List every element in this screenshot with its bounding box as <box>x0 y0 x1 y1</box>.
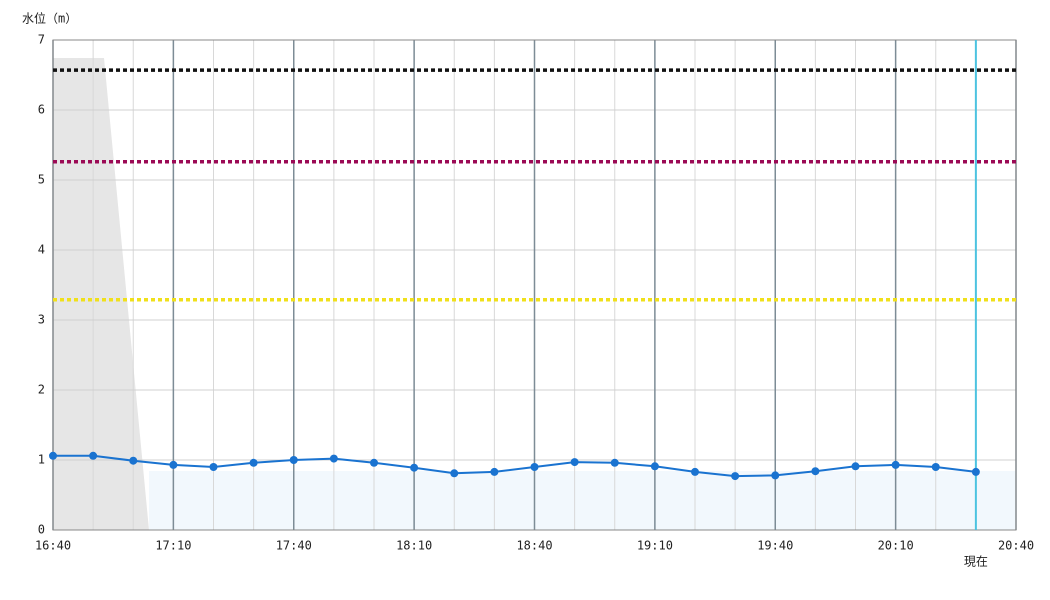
data-point <box>570 458 579 467</box>
y-tick-label: 2 <box>38 383 45 397</box>
data-point <box>650 462 659 471</box>
x-tick-label: 17:10 <box>155 539 191 553</box>
x-tick-label: 20:40 <box>998 539 1034 553</box>
data-point <box>209 463 218 471</box>
data-point <box>771 471 780 480</box>
now-label: 現在 <box>964 555 988 569</box>
data-point <box>530 463 539 471</box>
data-point <box>410 463 419 472</box>
data-point <box>169 460 178 469</box>
x-tick-label: 18:10 <box>396 539 432 553</box>
y-tick-label: 1 <box>38 453 45 467</box>
plot-frame <box>52 39 1017 531</box>
data-point <box>931 463 940 471</box>
y-tick-label: 5 <box>38 173 45 187</box>
data-point <box>289 456 298 464</box>
y-tick-label: 3 <box>38 313 45 327</box>
data-point <box>490 467 499 476</box>
data-point <box>89 451 98 460</box>
shade <box>53 58 149 530</box>
data-point <box>129 456 138 465</box>
data-point <box>851 462 860 471</box>
data-point <box>971 467 980 476</box>
x-tick-label: 18:40 <box>516 539 552 553</box>
y-tick-label: 7 <box>38 33 45 47</box>
data-point <box>731 472 740 481</box>
data-point <box>370 458 378 467</box>
series-line <box>53 454 976 478</box>
data-point <box>329 454 338 463</box>
data-point <box>691 467 699 476</box>
data-point <box>891 460 900 469</box>
y-axis-label: 水位（m） <box>22 11 77 26</box>
x-tick-label: 19:10 <box>637 539 673 553</box>
level-area <box>149 471 1016 530</box>
data-point <box>49 451 57 460</box>
data-point <box>450 469 459 478</box>
y-tick-label: 6 <box>38 103 45 117</box>
data-point <box>811 467 820 476</box>
y-tick-label: 4 <box>38 243 45 257</box>
data-point <box>249 458 258 467</box>
x-tick-label: 16:40 <box>35 539 71 553</box>
x-tick-label: 17:40 <box>276 539 312 553</box>
x-tick-label: 20:10 <box>878 539 914 553</box>
y-tick-label: 0 <box>38 523 45 537</box>
x-tick-label: 19:40 <box>757 539 793 553</box>
data-point <box>610 458 619 467</box>
